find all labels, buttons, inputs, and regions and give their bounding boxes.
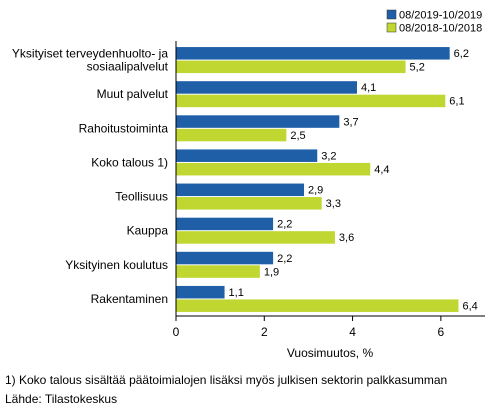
category-label: Rakentaminen <box>91 292 168 306</box>
bar-1 <box>176 115 340 128</box>
legend-label-2: 08/2018-10/2018 <box>399 23 482 35</box>
bar-1 <box>176 149 318 162</box>
bar-1 <box>176 285 225 299</box>
category-label: Muut palvelut <box>97 87 169 101</box>
bar-1 <box>176 217 274 231</box>
data-label: 2,5 <box>290 130 305 142</box>
x-axis-title: Vuosimuutos, % <box>287 346 374 360</box>
bar-2 <box>176 231 335 244</box>
source-note: Lähde: Tilastokeskus <box>5 392 118 406</box>
legend-label-1: 08/2019-10/2019 <box>399 10 482 22</box>
bar-2 <box>176 197 322 210</box>
x-tick-label: 0 <box>173 325 180 339</box>
category-label: Koko talous 1) <box>91 155 168 169</box>
data-label: 3,7 <box>343 116 358 128</box>
bar-1 <box>176 47 450 60</box>
data-label: 3,3 <box>326 198 341 210</box>
data-label: 1,9 <box>264 266 279 278</box>
x-tick-label: 4 <box>349 325 356 339</box>
data-label: 2,2 <box>277 253 292 265</box>
bar-1 <box>176 251 274 265</box>
bar-2 <box>176 265 260 278</box>
data-label: 3,6 <box>339 232 354 244</box>
category-label: Rahoitustoiminta <box>79 121 169 135</box>
data-label: 5,2 <box>410 62 425 74</box>
category-label: Yksityinen koulutus <box>65 258 168 272</box>
x-tick-label: 2 <box>261 325 268 339</box>
bar-1 <box>176 81 357 94</box>
bar-2 <box>176 94 446 108</box>
bar-2 <box>176 60 406 74</box>
bar-2 <box>176 299 459 312</box>
data-label: 4,1 <box>361 82 376 94</box>
data-label: 6,1 <box>449 96 464 108</box>
data-label: 1,1 <box>229 287 244 299</box>
data-label: 6,4 <box>463 300 478 312</box>
bar-2 <box>176 162 371 176</box>
x-tick-label: 6 <box>438 325 445 339</box>
legend-swatch-2 <box>386 22 397 33</box>
data-label: 2,2 <box>277 219 292 231</box>
data-label: 4,4 <box>374 164 389 176</box>
data-label: 2,9 <box>308 185 323 197</box>
category-label: Kauppa <box>127 224 169 238</box>
category-label: Teollisuus <box>115 190 168 204</box>
bar-2 <box>176 128 287 142</box>
legend-swatch-1 <box>386 9 397 20</box>
data-label: 3,2 <box>321 150 336 162</box>
category-label: Yksityiset terveydenhuolto- ja <box>12 47 168 61</box>
category-label: sosiaalipalvelut <box>87 60 169 74</box>
footnote: 1) Koko talous sisältää päätoimialojen l… <box>5 373 448 387</box>
data-label: 6,2 <box>454 48 469 60</box>
bar-1 <box>176 183 305 197</box>
